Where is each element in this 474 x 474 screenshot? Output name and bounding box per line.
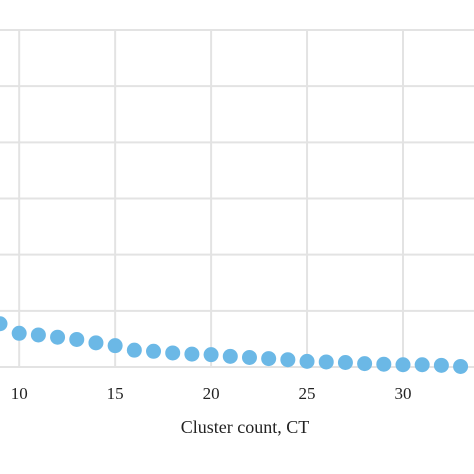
grid-lines: [0, 29, 474, 368]
data-point: [414, 357, 430, 373]
data-point: [11, 325, 27, 341]
data-point: [395, 357, 411, 373]
data-point: [299, 353, 315, 369]
data-point: [146, 343, 162, 359]
data-point: [261, 351, 277, 367]
data-point: [69, 331, 85, 347]
data-point: [453, 358, 469, 374]
data-point: [30, 327, 46, 343]
data-points: [0, 316, 469, 374]
data-point: [357, 356, 373, 372]
data-point: [126, 342, 142, 358]
x-tick-labels: 10 15 20 25 30: [11, 384, 412, 403]
data-point: [280, 352, 296, 368]
x-tick-label: 20: [203, 384, 220, 403]
data-point: [184, 346, 200, 362]
data-point: [0, 316, 8, 332]
data-point: [165, 345, 181, 361]
data-point: [318, 354, 334, 370]
data-point: [222, 348, 238, 364]
data-point: [50, 329, 66, 345]
x-tick-label: 10: [11, 384, 28, 403]
x-axis-label: Cluster count, CT: [181, 417, 310, 437]
data-point: [88, 335, 104, 351]
data-point: [241, 349, 257, 365]
data-point: [107, 338, 123, 354]
data-point: [433, 357, 449, 373]
data-point: [337, 355, 353, 371]
x-tick-label: 25: [299, 384, 316, 403]
x-tick-label: 30: [394, 384, 411, 403]
data-point: [203, 347, 219, 363]
x-tick-label: 15: [107, 384, 124, 403]
data-point: [376, 356, 392, 372]
